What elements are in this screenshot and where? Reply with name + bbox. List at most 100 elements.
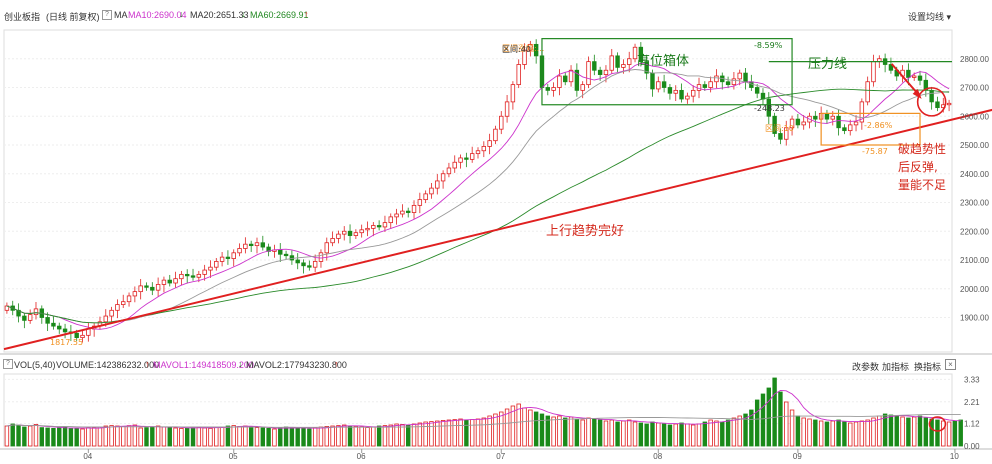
volume-bar <box>97 426 103 447</box>
volume-bar <box>638 422 644 447</box>
candle-body <box>243 243 248 249</box>
mavol1-value: MAVOL1:149418509.200 <box>153 360 254 370</box>
mavol2-up-arrow-icon: ↑ <box>334 359 339 369</box>
candle-body <box>533 43 539 57</box>
candle-body <box>27 314 33 321</box>
candle-body <box>167 279 172 284</box>
break-arrow <box>890 63 921 97</box>
change-param-button[interactable]: 改参数 <box>852 362 880 372</box>
candle-body <box>690 89 696 97</box>
volume-bar <box>324 425 329 447</box>
candle-body <box>347 230 353 236</box>
candle-body <box>446 167 452 175</box>
volume-value: VOLUME:142386232.000 <box>56 360 160 370</box>
add-indicator-button[interactable]: 加指标 <box>882 362 910 372</box>
volume-bar <box>312 427 318 447</box>
volume-bar <box>539 413 545 447</box>
candle-body <box>667 87 673 94</box>
volume-bar <box>725 419 731 447</box>
volume-bar <box>376 425 382 447</box>
volume-bar <box>423 421 428 447</box>
volume-bar <box>57 427 62 447</box>
candle-body <box>301 262 306 267</box>
index-title: 创业板指 <box>4 12 41 22</box>
ma60-value: MA60:2669.91 <box>250 10 309 20</box>
volume-bar <box>609 419 614 447</box>
volume-bar <box>958 419 963 447</box>
period-label: (日线 前复权) <box>46 12 100 22</box>
volume-bar <box>155 425 161 447</box>
price-tick-label: 2500.00 <box>960 141 989 150</box>
low-box <box>820 112 921 146</box>
candle-body <box>592 61 597 71</box>
volume-tick-label: 3.33 <box>964 375 980 384</box>
candle-body <box>254 242 260 247</box>
candle-body <box>359 229 364 234</box>
volume-bar <box>382 425 388 447</box>
volume-bar <box>580 419 585 447</box>
candle-body <box>132 291 138 297</box>
volume-bar <box>248 426 254 447</box>
volume-bar <box>202 427 207 447</box>
overlays <box>3 38 992 351</box>
candle-body <box>57 325 62 330</box>
volume-bar <box>923 417 929 447</box>
candle-body <box>568 69 574 83</box>
set-ma-button[interactable]: 设置均线 ▾ <box>908 12 952 22</box>
volume-bar <box>144 427 149 447</box>
break-note: 破趋势性 后反弹, 量能不足 <box>898 140 946 194</box>
candle-body <box>516 64 521 86</box>
switch-indicator-button[interactable]: 换指标 <box>914 362 942 372</box>
volume-bar <box>766 387 772 447</box>
mavol2-value: MAVOL2:177943230.800 <box>246 360 347 370</box>
volume-bar <box>86 427 91 447</box>
help-icon[interactable]: ? <box>102 10 112 20</box>
candle-body <box>574 69 580 91</box>
ma10-value: MA10:2690.04 <box>128 10 187 20</box>
candle-body <box>202 269 207 275</box>
candle-body <box>685 95 690 100</box>
candle-body <box>708 81 713 88</box>
volume-bar <box>656 422 661 447</box>
volume-tick-label: 1.12 <box>964 420 980 429</box>
volume-bar <box>208 427 213 447</box>
volume-bar <box>400 423 405 447</box>
volume-bar <box>22 426 27 447</box>
volume-bar <box>673 423 678 447</box>
volume-bar <box>342 424 347 447</box>
candle-body <box>376 225 382 228</box>
ma60-up-arrow-icon: ↑ <box>304 9 309 19</box>
candle-body <box>365 227 370 231</box>
volume-bar <box>952 420 958 447</box>
volume-bar <box>464 419 469 447</box>
volume-bar <box>51 427 56 447</box>
candle-body <box>731 78 737 86</box>
volume-bar <box>219 426 225 447</box>
candle-body <box>853 121 859 126</box>
close-icon[interactable]: × <box>945 359 956 370</box>
volume-bar <box>109 425 114 447</box>
candle-body <box>406 210 411 213</box>
volume-bar <box>650 421 655 447</box>
volume-bar <box>592 418 597 447</box>
volume-bar <box>661 423 667 447</box>
volume-bar <box>906 417 911 447</box>
volume-bar <box>772 377 777 447</box>
candle-body <box>62 328 68 333</box>
volume-bar <box>179 427 184 447</box>
volume-bar <box>429 421 434 447</box>
volume-bar <box>289 427 295 447</box>
candle-body <box>179 273 184 280</box>
candle-body <box>603 69 609 75</box>
volume-bar <box>237 425 242 447</box>
candle-body <box>696 84 702 91</box>
volume-bar <box>260 427 266 447</box>
vol-help-icon[interactable]: ? <box>3 359 13 369</box>
volume-bar <box>720 421 725 447</box>
candle-body <box>632 46 638 60</box>
pct-high-label: -8.59% <box>754 41 783 50</box>
candle-body <box>353 232 359 236</box>
volume-bar <box>353 425 359 447</box>
volume-bar <box>871 417 876 447</box>
